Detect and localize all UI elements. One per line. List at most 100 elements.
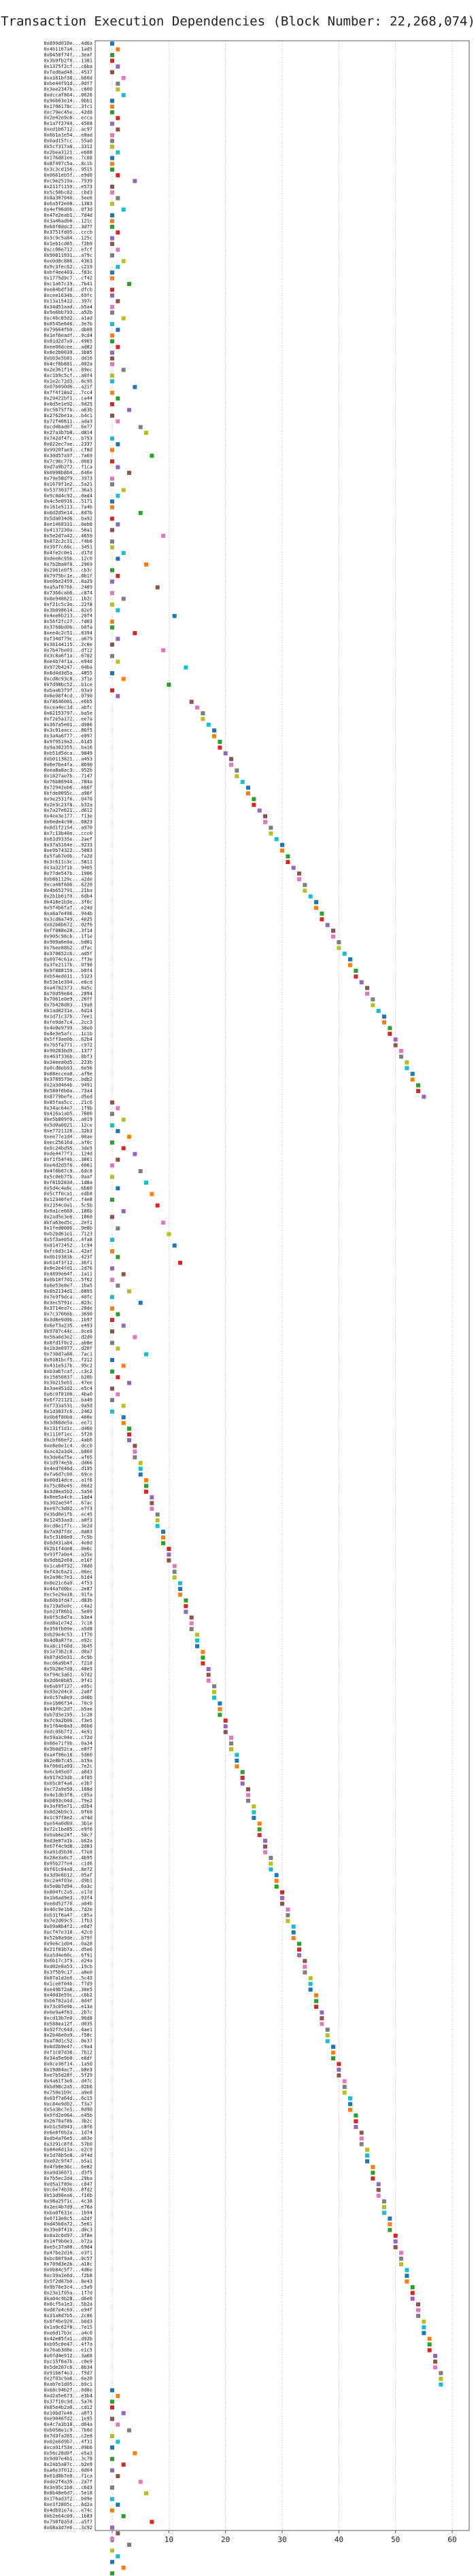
y-tick-label: 0x81d2d7a9...4965 bbox=[44, 338, 92, 344]
y-tick-label: 0xff088e28...3f14 bbox=[44, 928, 92, 933]
marker bbox=[110, 287, 114, 292]
y-tick-label: 0x96b63e14...0bb1 bbox=[44, 98, 92, 103]
marker bbox=[110, 528, 114, 533]
marker bbox=[184, 1598, 188, 1603]
y-tick-label: 0x5a3bc7e1...8d90 bbox=[44, 2107, 92, 2113]
y-tick-label: 0xdb4a76e5...a63e bbox=[44, 2136, 92, 2141]
marker bbox=[422, 1094, 426, 1099]
y-tick-label: 0x8d1f2154...a970 bbox=[44, 825, 92, 830]
marker bbox=[110, 70, 114, 75]
y-tick-label: 0x8e2b0039...3b85 bbox=[44, 350, 92, 355]
marker bbox=[121, 488, 126, 493]
y-tick-label: 0x742df4fc...b753 bbox=[44, 436, 92, 442]
y-tick-label: 0x2d6e0b85...9f41 bbox=[44, 1678, 92, 1683]
marker bbox=[116, 87, 120, 92]
y-tick-label: 0x53d90ea6...f16b bbox=[44, 2193, 92, 2198]
marker bbox=[110, 476, 114, 481]
marker bbox=[110, 1387, 114, 1391]
marker bbox=[291, 1925, 296, 1929]
marker bbox=[110, 670, 114, 675]
y-tick-label: 0x1ef6eadf...9cd4 bbox=[44, 333, 92, 338]
marker bbox=[416, 1089, 420, 1094]
marker bbox=[184, 1609, 188, 1614]
y-tick-label: 0xe8e0e1c4...dcc0 bbox=[44, 1443, 92, 1448]
marker bbox=[308, 1982, 313, 1986]
y-tick-label: 0x5e0b7d94...6a3c bbox=[44, 1884, 92, 1889]
y-tick-label: 0x5d4c4e8c...6b60 bbox=[44, 1185, 92, 1191]
marker bbox=[172, 1564, 177, 1569]
marker bbox=[116, 465, 120, 469]
y-tick-label: 0x463f336b...8bf3 bbox=[44, 1054, 92, 1059]
marker bbox=[110, 1266, 114, 1271]
marker bbox=[286, 1907, 290, 1912]
y-tick-label: 0xe3f2805c...6d2a bbox=[44, 2502, 92, 2507]
marker bbox=[116, 1392, 120, 1397]
marker bbox=[150, 1507, 154, 1511]
y-tick-label: 0x0d2d5e14...8d7b bbox=[44, 510, 92, 516]
marker bbox=[439, 2382, 443, 2387]
y-tick-label: 0x8e2e4fd1...2d76 bbox=[44, 1266, 92, 1271]
marker bbox=[291, 1930, 296, 1935]
marker bbox=[110, 516, 114, 521]
marker bbox=[110, 2537, 114, 2541]
y-tick-label: 0xf94c3a61...b7d2 bbox=[44, 1672, 92, 1677]
y-tick-label: 0x27a3b7b8...d814 bbox=[44, 430, 92, 435]
marker bbox=[280, 1901, 284, 1906]
marker bbox=[121, 1146, 126, 1151]
y-tick-label: 0x7e2d09c5...1fb3 bbox=[44, 1918, 92, 1924]
marker bbox=[110, 219, 114, 223]
marker bbox=[354, 2113, 358, 2118]
y-tick-label: 0x3e95c1b0...c6d3 bbox=[44, 2485, 92, 2490]
y-tick-label: 0x9a6bb793...a52b bbox=[44, 310, 92, 315]
y-tick-label: 0xf733a531...0a5d bbox=[44, 1403, 92, 1408]
y-tick-label: 0x730d7a88...7ac1 bbox=[44, 1352, 92, 1357]
marker bbox=[116, 2554, 120, 2558]
y-tick-label: 0x709d3e2b...a18c bbox=[44, 2261, 92, 2267]
y-tick-label: 0x5c3108e0...7c5b bbox=[44, 1535, 92, 1540]
y-tick-label: 0x31a0d7b5...2c86 bbox=[44, 2313, 92, 2319]
y-tick-label: 0xac42a3d4...b860 bbox=[44, 1449, 92, 1454]
marker bbox=[116, 344, 120, 349]
x-tick-label: 50 bbox=[391, 2535, 400, 2544]
marker bbox=[110, 253, 114, 257]
marker bbox=[359, 2142, 364, 2147]
marker bbox=[422, 2319, 426, 2324]
marker bbox=[110, 2571, 114, 2576]
marker bbox=[371, 2164, 375, 2169]
marker bbox=[110, 1198, 114, 1202]
y-tick-label: 0x67f4c9d8...2d03 bbox=[44, 1844, 92, 1849]
marker bbox=[286, 854, 290, 859]
y-tick-label: 0x03f7a64d...6c15 bbox=[44, 2096, 92, 2101]
marker bbox=[116, 1346, 120, 1351]
marker bbox=[127, 1380, 131, 1385]
marker bbox=[388, 2216, 392, 2221]
y-tick-label: 0x68f8ddc2...3d77 bbox=[44, 224, 92, 230]
marker bbox=[342, 2085, 347, 2090]
marker bbox=[240, 1776, 245, 1781]
y-tick-label: 0x72c1be85...e9f0 bbox=[44, 1827, 92, 1832]
y-tick-label: 0xf1c07d38...7b12 bbox=[44, 2050, 92, 2055]
y-tick-label: 0xbc60f9a4...0c57 bbox=[44, 2256, 92, 2261]
y-tick-label: 0x40d3e59c...c6b2 bbox=[44, 1992, 92, 1998]
y-tick-label: 0xa6e3f012...8d04 bbox=[44, 2468, 92, 2473]
marker bbox=[116, 299, 120, 304]
y-tick-label: 0x3a46adb6...121c bbox=[44, 218, 92, 223]
marker bbox=[365, 986, 369, 990]
marker bbox=[314, 1999, 318, 2003]
marker bbox=[110, 2485, 114, 2490]
y-tick-label: 0x12340fef...f4e8 bbox=[44, 1197, 92, 1202]
marker bbox=[144, 2491, 148, 2496]
marker bbox=[110, 1306, 114, 1311]
marker bbox=[348, 957, 352, 962]
marker bbox=[116, 573, 120, 578]
marker bbox=[388, 1031, 392, 1036]
marker bbox=[212, 1696, 216, 1700]
y-tick-label: 0xe49b72a8...30e5 bbox=[44, 1987, 92, 1992]
marker bbox=[399, 2256, 403, 2261]
marker bbox=[263, 1850, 267, 1855]
marker bbox=[110, 156, 114, 160]
marker bbox=[223, 1730, 228, 1734]
marker bbox=[110, 459, 114, 464]
marker bbox=[314, 900, 318, 905]
y-tick-label: 0x86e71f9b...0a34 bbox=[44, 1741, 92, 1747]
